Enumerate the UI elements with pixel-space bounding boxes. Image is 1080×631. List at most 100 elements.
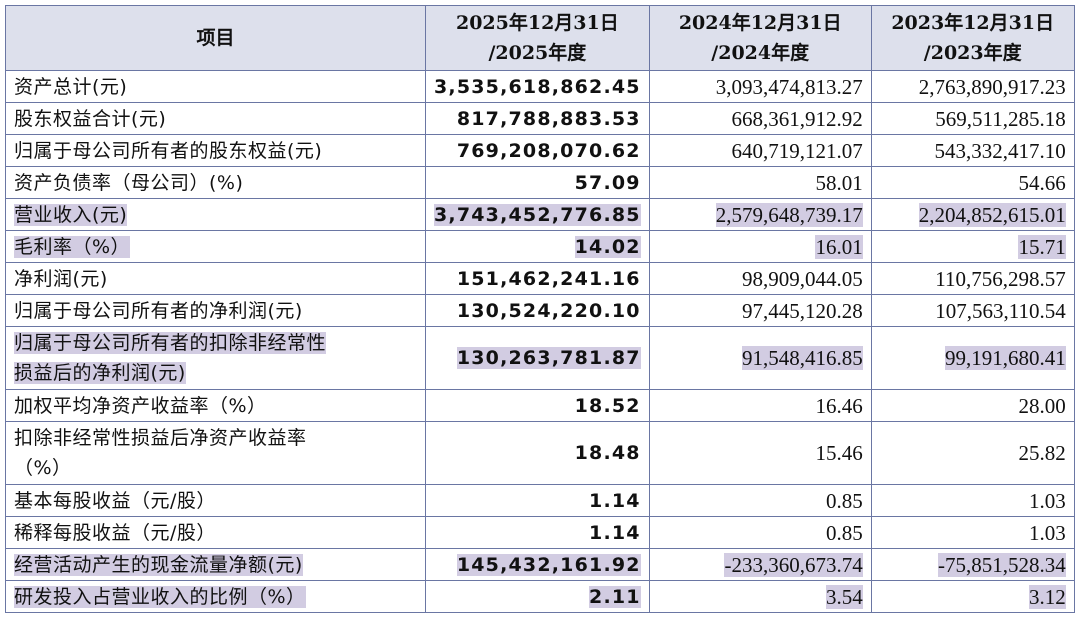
cell-text: 145,432,161.92: [434, 550, 641, 580]
row-label: 扣除非经常性损益后净资产收益率 （%）: [5, 421, 426, 485]
text: 2024年12月31日: [678, 12, 842, 34]
cell-text: 28.00: [880, 391, 1066, 421]
table-row: 营业收入(元) 3,743,452,776.85 2,579,648,739.17 2…: [5, 198, 1075, 231]
cell-text: 16.46: [658, 391, 863, 421]
cell-text: 1.14: [434, 518, 641, 548]
cell-text: 18.48: [434, 438, 641, 468]
value-cell: 640,719,121.07: [648, 134, 872, 167]
value-cell: 769,208,070.62: [425, 134, 650, 167]
financial-table: 项目 2025年12月31日/2025年度 2024年12月31日/2024年度 20…: [5, 5, 1075, 613]
text: 基本每股收益（元/股）: [14, 489, 216, 512]
text: 99,191,680.41: [944, 346, 1066, 370]
text: 股东权益合计(元): [14, 107, 167, 130]
cell-text: 3,093,474,813.27: [658, 72, 863, 102]
text: 54.66: [1018, 170, 1066, 195]
cell-text: 稀释每股收益（元/股）: [14, 518, 417, 548]
row-label: 归属于母公司所有者的股东权益(元): [5, 134, 426, 167]
text: 18.52: [574, 394, 641, 417]
text: 16.01: [815, 234, 863, 259]
row-label: 营业收入(元): [5, 198, 426, 231]
cell-text: 640,719,121.07: [658, 136, 862, 166]
text: 加权平均净资产收益率（%）: [14, 394, 267, 417]
cell-text: 569,511,285.18: [880, 104, 1065, 134]
text: 2.11: [589, 585, 641, 608]
cell-text: 14.02: [434, 232, 641, 262]
value-cell: 25.82: [870, 421, 1075, 485]
value-cell: -233,360,673.74: [648, 548, 872, 581]
text: 58.01: [815, 170, 863, 195]
value-cell: 15.71: [870, 230, 1075, 263]
value-cell: 1.14: [425, 516, 650, 549]
cell-text: 1.14: [434, 486, 641, 516]
value-cell: 97,445,120.28: [648, 294, 872, 327]
cell-text: 18.52: [434, 391, 641, 421]
text: 130,263,781.87: [456, 347, 641, 369]
value-cell: 16.46: [648, 389, 872, 422]
cell-text: 1.03: [880, 486, 1066, 516]
text: 1.14: [589, 489, 641, 512]
value-cell: 58.01: [648, 166, 872, 199]
text: 3,093,474,813.27: [715, 74, 863, 99]
cell-text: 2.11: [434, 582, 641, 612]
value-cell: 54.66: [870, 166, 1075, 199]
cell-text: 151,462,241.16: [434, 264, 641, 294]
text: 110,756,298.57: [935, 266, 1066, 291]
text: 净利润(元): [14, 267, 108, 290]
cell-text: 543,332,417.10: [880, 136, 1065, 166]
cell-text: 58.01: [658, 168, 863, 198]
cell-text: 营业收入(元): [14, 200, 417, 230]
cell-text: 2,579,648,739.17: [658, 200, 863, 230]
row-label: 基本每股收益（元/股）: [5, 484, 426, 517]
text: 769,208,070.62: [456, 139, 641, 162]
header-cell: 2024年12月31日/2024年度: [648, 5, 872, 71]
value-cell: 15.46: [648, 421, 872, 485]
value-cell: 1.14: [425, 484, 650, 517]
value-cell: 91,548,416.85: [648, 326, 872, 390]
cell-text: 研发投入占营业收入的比例（%）: [14, 582, 417, 612]
cell-text: 817,788,883.53: [434, 104, 641, 134]
cell-text: 98,909,044.05: [658, 264, 863, 294]
cell-text: /2025年度: [434, 38, 641, 68]
text: 经营活动产生的现金流量净额(元): [14, 553, 303, 576]
row-label: 稀释每股收益（元/股）: [5, 516, 426, 549]
text: -233,360,673.74: [724, 552, 863, 577]
cell-text: 2,763,890,917.23: [880, 72, 1066, 102]
value-cell: 1.03: [870, 484, 1075, 517]
text: 18.48: [574, 442, 641, 464]
row-label: 研发投入占营业收入的比例（%）: [5, 580, 426, 613]
row-label: 股东权益合计(元): [5, 102, 426, 135]
cell-text: 归属于母公司所有者的净利润(元): [14, 296, 417, 326]
cell-text: -75,851,528.34: [880, 550, 1066, 580]
text: 57.09: [574, 171, 641, 194]
cell-text: 769,208,070.62: [434, 136, 641, 166]
cell-text: 3.54: [658, 582, 863, 612]
text: 91,548,416.85: [741, 346, 863, 370]
text: 16.46: [815, 393, 863, 418]
table: 项目 2025年12月31日/2025年度 2024年12月31日/2024年度 20…: [5, 5, 1075, 613]
value-cell: 130,263,781.87: [425, 326, 650, 390]
table-row: 基本每股收益（元/股） 1.14 0.85 1.03: [5, 484, 1075, 517]
cell-text: 16.01: [658, 232, 863, 262]
text: 28.00: [1018, 393, 1066, 418]
cell-text: 15.46: [658, 438, 862, 468]
value-cell: 99,191,680.41: [870, 326, 1075, 390]
table-row: 归属于母公司所有者的净利润(元) 130,524,220.10 97,445,120…: [5, 294, 1075, 327]
row-label: 加权平均净资产收益率（%）: [5, 389, 426, 422]
value-cell: 543,332,417.10: [870, 134, 1075, 167]
text: 25.82: [1018, 441, 1066, 465]
value-cell: 107,563,110.54: [870, 294, 1075, 327]
value-cell: 2,763,890,917.23: [870, 70, 1075, 103]
cell-text: 项目: [14, 23, 417, 53]
header-cell: 2023年12月31日/2023年度: [870, 5, 1075, 71]
value-cell: 1.03: [870, 516, 1075, 549]
cell-text: 加权平均净资产收益率（%）: [14, 391, 417, 421]
text: 145,432,161.92: [456, 553, 641, 576]
text: 毛利率（%）: [14, 235, 131, 258]
value-cell: 14.02: [425, 230, 650, 263]
text: 15.71: [1018, 234, 1066, 259]
text: 151,462,241.16: [456, 267, 641, 290]
text: 0.85: [825, 520, 863, 545]
cell-text: 净利润(元): [14, 264, 417, 294]
value-cell: -75,851,528.34: [870, 548, 1075, 581]
text: 3,743,452,776.85: [434, 203, 641, 226]
